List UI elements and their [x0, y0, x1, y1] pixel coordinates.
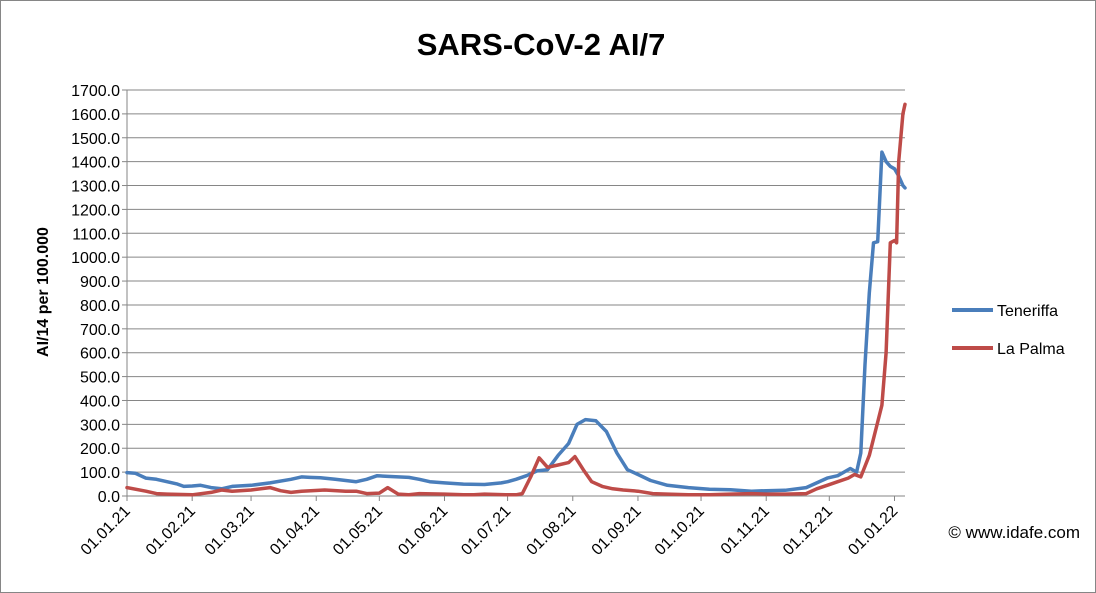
- y-tick-label: 1400.0: [71, 155, 120, 172]
- x-tick-label: 01.10.21: [652, 503, 708, 559]
- y-tick-label: 0.0: [98, 489, 120, 506]
- y-tick-label: 1500.0: [71, 131, 120, 148]
- y-tick-label: 1700.0: [71, 83, 120, 100]
- x-tick-label: 01.02.21: [143, 503, 199, 559]
- x-tick-label: 01.05.21: [330, 503, 386, 559]
- y-axis-label: AI/14 per 100.000: [35, 227, 52, 357]
- gridlines: [127, 89, 905, 473]
- x-tick-label: 01.07.21: [458, 503, 514, 559]
- x-tick-label: 01.01.21: [78, 503, 134, 559]
- legend: Teneriffa La Palma: [952, 303, 1065, 358]
- y-axis: 0.0 100.0 200.0 300.0 400.0 500.0 600.0 700.0 80…: [71, 83, 128, 506]
- x-tick-label: 01.09.21: [589, 503, 645, 559]
- y-tick-label: 1300.0: [71, 179, 120, 196]
- x-tick-label: 01.08.21: [524, 503, 580, 559]
- legend-label-teneriffa: Teneriffa: [997, 303, 1058, 320]
- x-tick-label: 01.11.21: [718, 503, 773, 558]
- legend-label-la-palma: La Palma: [997, 341, 1065, 358]
- x-axis: 01.01.21 01.02.21 01.03.21 01.04.21 01.05.21…: [78, 495, 905, 559]
- y-tick-label: 400.0: [80, 393, 120, 410]
- y-tick-label: 900.0: [80, 274, 120, 291]
- y-tick-label: 500.0: [80, 370, 120, 387]
- x-tick-label: 01.03.21: [202, 503, 258, 559]
- x-tick-label: 01.06.21: [395, 503, 451, 559]
- y-tick-label: 800.0: [80, 298, 120, 315]
- x-tick-label: 01.01.22: [845, 503, 901, 559]
- y-tick-label: 300.0: [80, 417, 120, 434]
- y-tick-label: 1000.0: [71, 250, 120, 267]
- chart-title: SARS-CoV-2 AI/7: [417, 27, 666, 62]
- x-tick-label: 01.12.21: [780, 503, 836, 559]
- y-tick-label: 1600.0: [71, 107, 120, 124]
- series-line-teneriffa: [125, 150, 907, 493]
- y-tick-label: 200.0: [80, 441, 120, 458]
- series-line-la-palma: [125, 102, 907, 497]
- y-tick-label: 600.0: [80, 346, 120, 363]
- y-tick-label: 700.0: [80, 322, 120, 339]
- x-tick-label: 01.04.21: [267, 503, 323, 559]
- series-lines: [125, 102, 907, 497]
- copyright-annotation: © www.idafe.com: [948, 523, 1080, 542]
- y-tick-label: 1100.0: [72, 226, 120, 243]
- y-tick-label: 1200.0: [71, 202, 120, 219]
- y-tick-label: 100.0: [80, 465, 120, 482]
